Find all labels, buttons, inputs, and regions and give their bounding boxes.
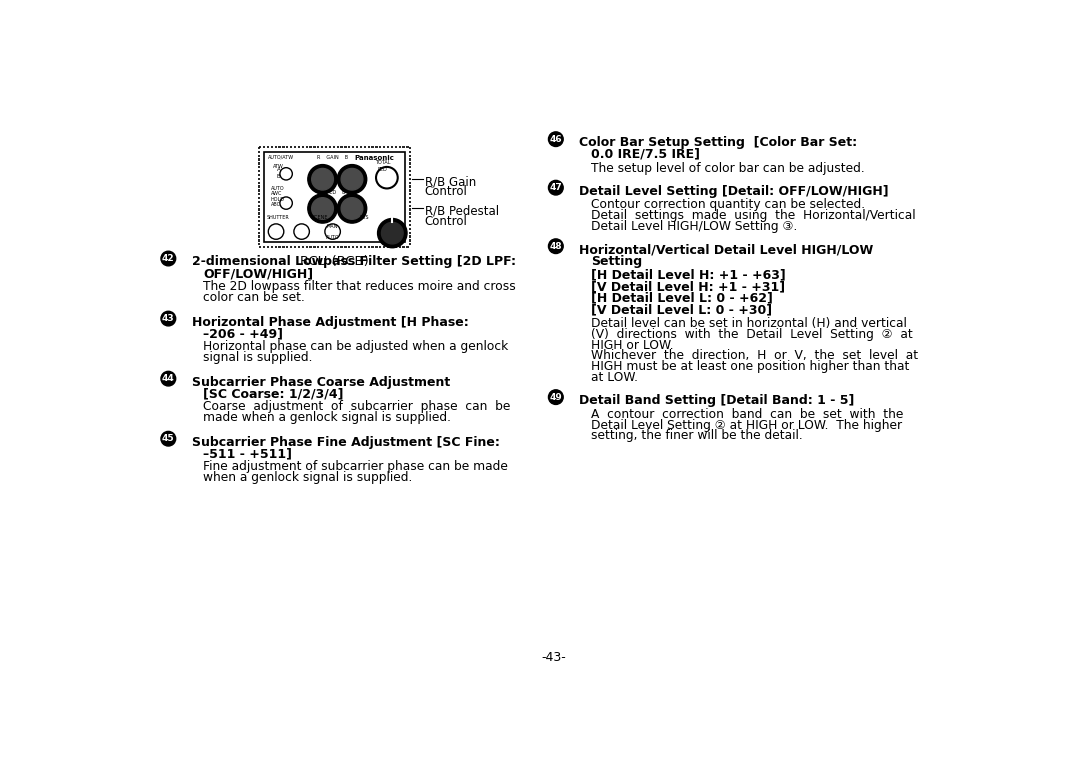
Text: 47: 47 <box>550 183 563 192</box>
Text: RCU (RCB): RCU (RCB) <box>300 255 369 267</box>
Text: made when a genlock signal is supplied.: made when a genlock signal is supplied. <box>203 411 451 424</box>
Text: setting, the finer will be the detail.: setting, the finer will be the detail. <box>591 430 802 443</box>
Text: signal is supplied.: signal is supplied. <box>203 351 313 364</box>
Circle shape <box>308 165 337 194</box>
Text: Detail Level Setting [Detail: OFF/LOW/HIGH]: Detail Level Setting [Detail: OFF/LOW/HI… <box>579 184 889 197</box>
Text: AUTO: AUTO <box>326 235 339 240</box>
Text: Horizontal/Vertical Detail Level HIGH/LOW: Horizontal/Vertical Detail Level HIGH/LO… <box>579 243 874 256</box>
Circle shape <box>341 168 363 190</box>
Text: Horizontal phase can be adjusted when a genlock: Horizontal phase can be adjusted when a … <box>203 340 509 353</box>
Circle shape <box>312 197 334 219</box>
Text: HOLD: HOLD <box>271 197 285 202</box>
Text: Detail  settings  made  using  the  Horizontal/Vertical: Detail settings made using the Horizonta… <box>591 210 916 223</box>
Circle shape <box>161 311 176 326</box>
Text: R    PED    B: R PED B <box>318 190 346 195</box>
Text: 2-dimensional Lowpass Filter Setting [2D LPF:: 2-dimensional Lowpass Filter Setting [2D… <box>191 255 515 268</box>
Text: [V Detail Level L: 0 - +30]: [V Detail Level L: 0 - +30] <box>591 303 772 316</box>
Text: 43: 43 <box>162 314 175 323</box>
Text: R    GAIN    B: R GAIN B <box>318 155 348 159</box>
Text: 42: 42 <box>162 254 175 263</box>
Text: 44: 44 <box>162 374 175 383</box>
Text: Detail Level Setting ② at HIGH or LOW.  The higher: Detail Level Setting ② at HIGH or LOW. T… <box>591 418 902 432</box>
Text: color can be set.: color can be set. <box>203 291 305 304</box>
Text: AUTO: AUTO <box>271 186 284 191</box>
Circle shape <box>378 219 407 248</box>
Text: TOTAL: TOTAL <box>375 160 391 165</box>
Text: –206 - +49]: –206 - +49] <box>203 327 283 340</box>
Text: B: B <box>276 174 281 179</box>
Text: HIGH must be at least one position higher than that: HIGH must be at least one position highe… <box>591 360 909 373</box>
Text: when a genlock signal is supplied.: when a genlock signal is supplied. <box>203 471 413 484</box>
Circle shape <box>549 132 563 146</box>
Text: Detail level can be set in horizontal (H) and vertical: Detail level can be set in horizontal (H… <box>591 317 906 330</box>
Circle shape <box>312 168 334 190</box>
Circle shape <box>549 181 563 195</box>
Circle shape <box>337 194 367 223</box>
Text: HIGH or LOW.: HIGH or LOW. <box>591 338 673 351</box>
Text: –511 - +511]: –511 - +511] <box>203 447 293 460</box>
Text: A  contour  correction  band  can  be  set  with  the: A contour correction band can be set wit… <box>591 408 903 421</box>
Text: Subcarrier Phase Coarse Adjustment: Subcarrier Phase Coarse Adjustment <box>191 376 450 389</box>
Text: -43-: -43- <box>541 652 566 664</box>
Text: Color Bar Setup Setting  [Color Bar Set:: Color Bar Setup Setting [Color Bar Set: <box>579 136 858 149</box>
Text: 45: 45 <box>162 434 175 443</box>
Text: PED: PED <box>378 167 388 172</box>
Text: 0.0 IRE/7.5 IRE]: 0.0 IRE/7.5 IRE] <box>591 148 700 161</box>
Text: OFF/LOW/HIGH]: OFF/LOW/HIGH] <box>203 267 313 280</box>
Text: Panasonic: Panasonic <box>354 155 394 161</box>
Text: SHUTTER: SHUTTER <box>267 215 289 220</box>
FancyBboxPatch shape <box>264 152 405 242</box>
Circle shape <box>161 251 176 266</box>
Text: R/B Gain: R/B Gain <box>424 175 476 188</box>
Text: 49: 49 <box>550 392 563 402</box>
Text: Control: Control <box>424 215 468 228</box>
Text: Detail Band Setting [Detail Band: 1 - 5]: Detail Band Setting [Detail Band: 1 - 5] <box>579 394 854 407</box>
Text: AUTO/ATW: AUTO/ATW <box>268 155 295 159</box>
Circle shape <box>381 223 403 244</box>
Text: The setup level of color bar can be adjusted.: The setup level of color bar can be adju… <box>591 162 864 174</box>
Text: R/B Pedestal: R/B Pedestal <box>424 205 499 218</box>
Text: Contour correction quantity can be selected.: Contour correction quantity can be selec… <box>591 198 865 212</box>
Text: Subcarrier Phase Fine Adjustment [SC Fine:: Subcarrier Phase Fine Adjustment [SC Fin… <box>191 436 499 449</box>
Text: The 2D lowpass filter that reduces moire and cross: The 2D lowpass filter that reduces moire… <box>203 280 516 293</box>
Text: [H Detail Level L: 0 - +62]: [H Detail Level L: 0 - +62] <box>591 292 772 305</box>
Circle shape <box>161 431 176 446</box>
Text: Horizontal Phase Adjustment [H Phase:: Horizontal Phase Adjustment [H Phase: <box>191 315 469 328</box>
Text: 46: 46 <box>550 135 562 144</box>
Circle shape <box>161 371 176 386</box>
Circle shape <box>341 197 363 219</box>
Text: (V)  directions  with  the  Detail  Level  Setting  ②  at: (V) directions with the Detail Level Set… <box>591 328 913 341</box>
Text: AWC: AWC <box>271 191 282 197</box>
Text: [SC Coarse: 1/2/3/4]: [SC Coarse: 1/2/3/4] <box>203 387 343 400</box>
Text: 48: 48 <box>550 242 562 251</box>
Text: Setting: Setting <box>591 255 642 267</box>
Text: Detail Level HIGH/LOW Setting ③.: Detail Level HIGH/LOW Setting ③. <box>591 220 797 233</box>
Text: ATW: ATW <box>273 164 284 169</box>
Text: [H Detail Level H: +1 - +63]: [H Detail Level H: +1 - +63] <box>591 268 785 281</box>
Text: Control: Control <box>424 185 468 198</box>
Text: A: A <box>276 167 281 171</box>
Text: Fine adjustment of subcarrier phase can be made: Fine adjustment of subcarrier phase can … <box>203 460 508 473</box>
Text: at LOW.: at LOW. <box>591 371 637 384</box>
Text: IRIS: IRIS <box>360 215 369 220</box>
Text: SCENE: SCENE <box>312 215 328 220</box>
Circle shape <box>549 239 563 254</box>
Text: MAN: MAN <box>327 225 338 229</box>
Text: ABC: ABC <box>271 202 281 207</box>
Text: Whichever  the  direction,  H  or  V,  the  set  level  at: Whichever the direction, H or V, the set… <box>591 350 918 363</box>
Circle shape <box>337 165 367 194</box>
Circle shape <box>308 194 337 223</box>
Text: Coarse  adjustment  of  subcarrier  phase  can  be: Coarse adjustment of subcarrier phase ca… <box>203 400 511 413</box>
Text: [V Detail Level H: +1 - +31]: [V Detail Level H: +1 - +31] <box>591 280 785 293</box>
Circle shape <box>549 390 563 405</box>
